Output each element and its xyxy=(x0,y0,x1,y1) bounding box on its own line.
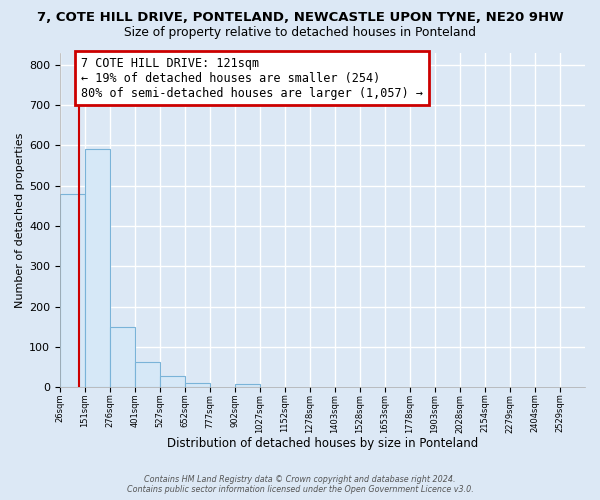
Bar xyxy=(185,384,210,388)
Bar xyxy=(160,376,185,388)
Bar xyxy=(85,150,110,388)
Bar xyxy=(135,362,160,388)
Bar xyxy=(60,194,85,388)
X-axis label: Distribution of detached houses by size in Ponteland: Distribution of detached houses by size … xyxy=(167,437,478,450)
Y-axis label: Number of detached properties: Number of detached properties xyxy=(15,132,25,308)
Text: 7, COTE HILL DRIVE, PONTELAND, NEWCASTLE UPON TYNE, NE20 9HW: 7, COTE HILL DRIVE, PONTELAND, NEWCASTLE… xyxy=(37,11,563,24)
Text: 7 COTE HILL DRIVE: 121sqm
← 19% of detached houses are smaller (254)
80% of semi: 7 COTE HILL DRIVE: 121sqm ← 19% of detac… xyxy=(81,56,423,100)
Bar xyxy=(110,327,135,388)
Text: Size of property relative to detached houses in Ponteland: Size of property relative to detached ho… xyxy=(124,26,476,39)
Text: Contains HM Land Registry data © Crown copyright and database right 2024.
Contai: Contains HM Land Registry data © Crown c… xyxy=(127,474,473,494)
Bar xyxy=(235,384,260,388)
